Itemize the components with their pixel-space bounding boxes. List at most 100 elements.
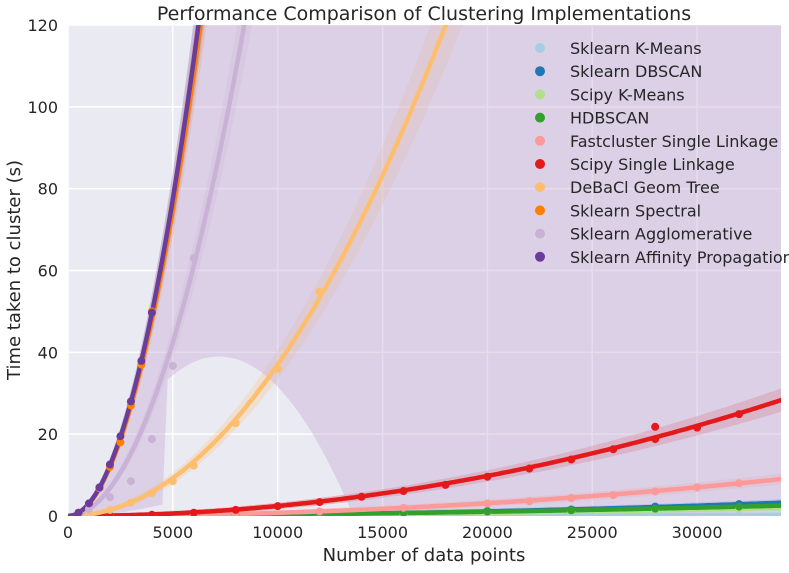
data-point [74, 508, 83, 516]
data-point [147, 510, 156, 516]
x-tick-label: 5000 [152, 523, 193, 542]
legend-label: Fastcluster Single Linkage [570, 132, 778, 151]
data-point [189, 254, 198, 263]
data-point [105, 505, 114, 514]
legend-marker [535, 159, 545, 169]
data-point [525, 497, 534, 506]
legend-marker [535, 43, 545, 53]
data-point [126, 498, 135, 507]
legend-marker [535, 205, 545, 216]
legend-label: Sklearn K-Means [570, 39, 702, 58]
data-point [651, 504, 660, 513]
fit-line [68, 25, 247, 516]
data-point [735, 410, 744, 419]
data-point [189, 508, 198, 516]
data-point [273, 502, 282, 511]
confidence-band [68, 25, 463, 516]
data-point [483, 499, 492, 508]
data-point [168, 477, 177, 486]
y-tick-label: 20 [38, 425, 58, 444]
data-point [84, 505, 93, 514]
x-tick-label: 0 [63, 523, 73, 542]
data-point [567, 493, 576, 502]
x-tick-label: 30000 [672, 523, 723, 542]
data-point [231, 419, 240, 428]
data-point [95, 483, 104, 492]
legend-marker [535, 228, 545, 239]
y-axis-label: Time taken to cluster (s) [4, 160, 25, 381]
data-point [105, 493, 114, 502]
data-point [735, 502, 744, 511]
data-point [231, 505, 240, 514]
chart-title: Performance Comparison of Clustering Imp… [157, 3, 691, 25]
data-point [137, 356, 146, 365]
y-tick-label: 80 [38, 180, 58, 199]
data-point [315, 498, 324, 507]
data-point [651, 487, 660, 496]
legend-label: Scipy Single Linkage [570, 155, 735, 174]
data-point [116, 438, 125, 447]
fit-lines [68, 25, 781, 516]
legend-marker [535, 66, 545, 77]
data-point [189, 461, 198, 470]
data-point [315, 287, 324, 296]
legend-label: DeBaCl Geom Tree [570, 178, 720, 197]
data-point [315, 507, 324, 516]
data-point [735, 479, 744, 488]
x-tick-label: 10000 [252, 523, 303, 542]
data-point [147, 489, 156, 498]
data-point [116, 432, 125, 441]
x-tick-label: 25000 [567, 523, 618, 542]
data-point [651, 422, 660, 431]
data-point [147, 308, 156, 317]
legend-label: HDBSCAN [570, 109, 649, 128]
y-tick-label: 0 [48, 507, 58, 526]
legend-marker [535, 112, 545, 123]
x-tick-label: 15000 [357, 523, 408, 542]
legend: Sklearn K-Means Sklearn DBSCAN Scipy K-Mea… [535, 39, 789, 267]
x-tick-labels: 0 5000 10000 15000 20000 25000 30000 [63, 523, 723, 542]
data-point [147, 435, 156, 444]
data-point [84, 499, 93, 508]
data-point [609, 491, 618, 500]
fit-line [68, 25, 201, 516]
data-point [525, 464, 534, 473]
data-point [126, 477, 135, 486]
legend-marker [535, 182, 545, 193]
y-tick-label: 60 [38, 262, 58, 281]
legend-label: Sklearn Agglomerative [570, 225, 752, 244]
fit-line [68, 25, 449, 516]
data-point [651, 435, 660, 444]
y-tick-labels: 0 20 40 60 80 100 120 [27, 16, 58, 526]
data-point [693, 483, 702, 492]
agglomerative-wide-band [68, 25, 781, 516]
legend-label: Scipy K-Means [570, 85, 685, 104]
x-axis-label: Number of data points [323, 545, 526, 566]
data-point [483, 472, 492, 481]
data-point [399, 503, 408, 512]
data-point [609, 445, 618, 454]
data-points [74, 254, 744, 516]
x-tick-label: 20000 [462, 523, 513, 542]
data-point [441, 480, 450, 489]
legend-marker [535, 251, 545, 262]
y-tick-label: 120 [27, 16, 58, 35]
data-point [693, 423, 702, 432]
data-point [483, 507, 492, 516]
legend-label: Sklearn Affinity Propagation [570, 248, 789, 267]
data-point [105, 460, 114, 469]
y-tick-label: 100 [27, 98, 58, 117]
legend-marker [535, 135, 545, 146]
data-point [126, 397, 135, 406]
data-point [399, 487, 408, 496]
data-point [273, 364, 282, 373]
data-point [567, 455, 576, 464]
fit-line [68, 397, 781, 516]
data-point [168, 361, 177, 370]
confidence-band [68, 388, 781, 516]
data-point [567, 506, 576, 515]
data-point [357, 492, 366, 501]
legend-label: Sklearn DBSCAN [570, 62, 702, 81]
y-tick-label: 40 [38, 343, 58, 362]
